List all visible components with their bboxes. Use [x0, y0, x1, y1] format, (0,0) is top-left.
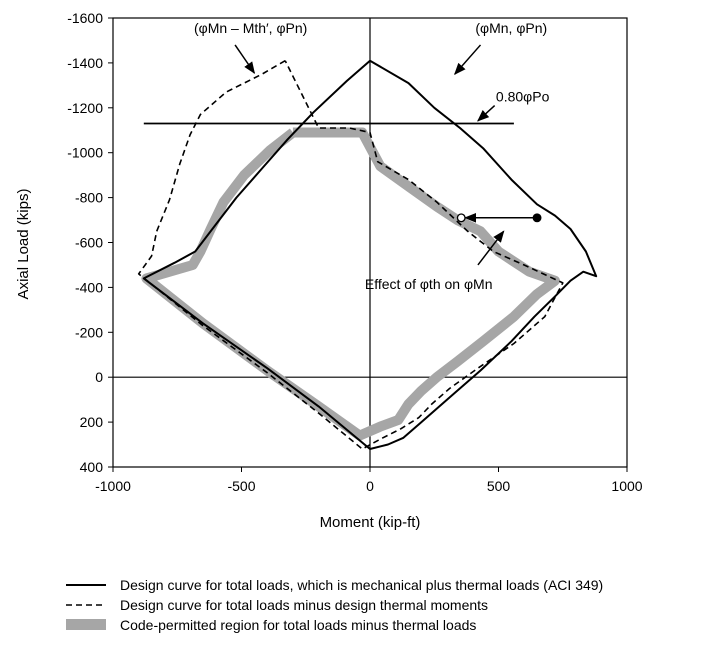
annotation-arrow	[477, 105, 496, 122]
annotation-arrow	[454, 44, 482, 76]
y-tick-label: -400	[75, 279, 103, 295]
code-permitted-region-band	[141, 127, 560, 441]
y-axis-ticks: -1600 -1400 -1200 -1000 -800 -600 -400 -200 0 200…	[67, 10, 113, 475]
x-tick-label: 500	[487, 478, 511, 494]
annotation-label: Effect of φth on φMn	[365, 276, 493, 292]
y-tick-label: -200	[75, 324, 103, 340]
y-tick-label: -800	[75, 190, 103, 206]
series-group	[137, 59, 598, 450]
annotation-arrow	[477, 230, 505, 266]
legend: Design curve for total loads, which is m…	[66, 577, 603, 633]
annotation-label: (φMn – Mth′, φPn)	[194, 20, 307, 36]
x-axis-title: Moment (kip-ft)	[320, 514, 421, 531]
x-axis-ticks: -1000 -500 0 500 1000	[95, 467, 643, 494]
annotations-group: (φMn – Mth′, φPn) (φMn, φPn) 0.80φPo Effect…	[194, 20, 550, 292]
x-tick-label: -1000	[95, 478, 131, 494]
y-tick-label: 400	[80, 459, 104, 475]
y-tick-label: 0	[95, 369, 103, 385]
legend-entry: Code-permitted region for total loads mi…	[120, 617, 476, 633]
annotation-arrow	[234, 44, 256, 74]
y-tick-label: -1600	[67, 10, 103, 26]
legend-entry: Design curve for total loads minus desig…	[120, 597, 488, 613]
filled-point-marker	[532, 213, 542, 223]
annotation-label: 0.80φPo	[496, 89, 550, 105]
legend-swatch-band	[66, 619, 106, 630]
design-curve-total-loads-solid	[142, 59, 598, 450]
plot-area	[112, 17, 628, 468]
open-point-marker	[456, 213, 466, 223]
y-tick-label: -1000	[67, 145, 103, 161]
y-tick-label: -1200	[67, 100, 103, 116]
x-tick-label: 1000	[611, 478, 642, 494]
y-tick-label: -1400	[67, 55, 103, 71]
design-curve-minus-thermal-dashed	[137, 60, 564, 450]
legend-entry: Design curve for total loads, which is m…	[120, 577, 603, 593]
x-tick-label: 0	[366, 478, 374, 494]
x-tick-label: -500	[227, 478, 255, 494]
marks-group	[456, 213, 542, 223]
annotation-label: (φMn, φPn)	[475, 20, 547, 36]
y-tick-label: -600	[75, 235, 103, 251]
y-axis-title: Axial Load (kips)	[15, 189, 32, 300]
y-tick-label: 200	[80, 414, 104, 430]
